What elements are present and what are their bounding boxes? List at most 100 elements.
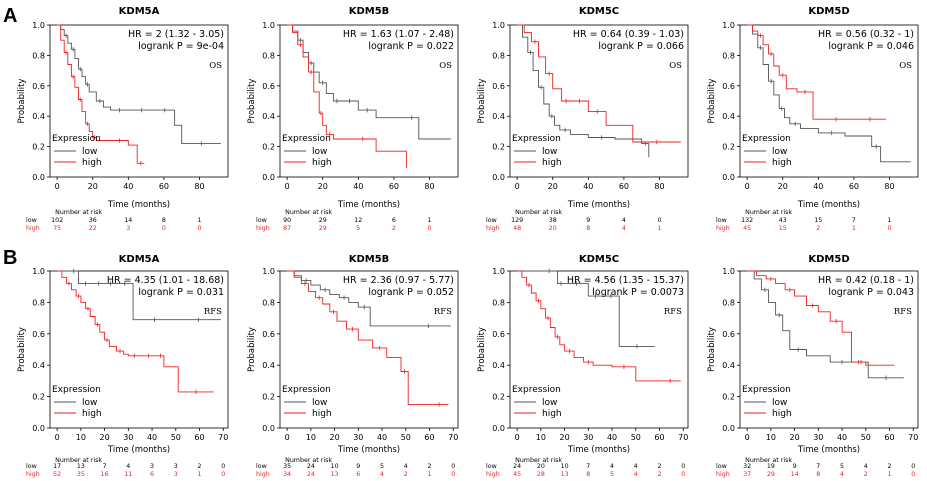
legend-label-low: low: [82, 147, 97, 157]
y-tick-label: 0.4: [32, 112, 45, 121]
risk-count-high: 0: [162, 225, 166, 232]
risk-count-low: 4: [864, 463, 868, 470]
y-tick-label: 0.6: [32, 330, 45, 339]
risk-count-low: 15: [814, 217, 822, 224]
x-tick-label: 20: [559, 433, 569, 442]
risk-count-low: 38: [549, 217, 557, 224]
risk-count-low: 4: [610, 463, 614, 470]
risk-count-low: 0: [658, 217, 662, 224]
x-tick-label: 0: [745, 433, 750, 442]
risk-count-low: 4: [622, 217, 626, 224]
y-axis-label: Probability: [477, 327, 487, 372]
y-tick-label: 0.8: [32, 298, 45, 307]
endpoint-label: OS: [439, 61, 452, 71]
km-curve-high: [517, 270, 681, 382]
risk-count-high: 0: [451, 471, 455, 478]
y-tick-label: 0.2: [722, 143, 735, 152]
risk-count-high: 1: [852, 225, 856, 232]
x-tick-label: 0: [285, 433, 290, 442]
x-tick-label: 50: [401, 433, 411, 442]
risk-count-low: 5: [840, 463, 844, 470]
x-tick-label: 0: [55, 433, 60, 442]
risk-count-high: 20: [549, 225, 557, 232]
x-tick-label: 20: [329, 433, 339, 442]
x-tick-label: 40: [353, 182, 363, 191]
y-tick-label: 1.0: [262, 21, 275, 30]
y-axis-label: Probability: [247, 79, 257, 124]
risk-count-low: 17: [53, 463, 61, 470]
risk-table-header: Number at risk: [745, 457, 792, 464]
logrank-p: logrank P = 0.0073: [592, 287, 684, 298]
risk-count-low: 4: [404, 463, 408, 470]
risk-count-low: 24: [513, 463, 521, 470]
risk-count-high: 4: [840, 471, 844, 478]
legend-label-high: high: [772, 409, 792, 419]
km-curve-low: [57, 24, 221, 145]
y-axis-label: Probability: [17, 79, 27, 124]
risk-count-high: 2: [658, 471, 662, 478]
plot-frame: [49, 270, 229, 429]
km-curve-high: [57, 270, 214, 393]
risk-row-label-high: high: [26, 471, 40, 478]
risk-count-high: 14: [791, 471, 799, 478]
x-tick-label: 40: [813, 182, 823, 191]
y-tick-label: 0.0: [492, 173, 505, 182]
legend-label-high: high: [542, 409, 562, 419]
y-tick-label: 0.8: [492, 51, 505, 60]
panel-letter-a: A: [3, 5, 17, 27]
chart-title: KDM5B: [349, 6, 390, 17]
risk-count-high: 75: [53, 225, 61, 232]
y-tick-label: 0.0: [32, 424, 45, 433]
risk-row-label-high: high: [486, 225, 500, 232]
risk-count-high: 1: [428, 471, 432, 478]
risk-count-low: 5: [380, 463, 384, 470]
risk-table-header: Number at risk: [515, 209, 562, 216]
risk-count-high: 16: [101, 471, 109, 478]
chart-title: KDM5D: [808, 6, 849, 17]
risk-count-high: 0: [681, 471, 685, 478]
risk-count-low: 6: [392, 217, 396, 224]
y-tick-label: 0.6: [262, 82, 275, 91]
risk-count-low: 43: [779, 217, 787, 224]
km-curve-high: [747, 24, 886, 120]
legend-label-low: low: [772, 398, 787, 408]
x-tick-label: 20: [789, 433, 799, 442]
hazard-ratio: HR = 4.35 (1.01 - 18.68): [107, 275, 224, 286]
y-tick-label: 0.2: [262, 143, 275, 152]
risk-count-high: 52: [53, 471, 61, 478]
logrank-p: logrank P = 0.022: [368, 41, 454, 52]
y-tick-label: 0.2: [32, 393, 45, 402]
x-tick-label: 0: [55, 182, 60, 191]
legend-label-low: low: [772, 147, 787, 157]
hazard-ratio: HR = 4.56 (1.35 - 15.37): [567, 275, 684, 286]
y-tick-label: 0.4: [492, 112, 505, 121]
risk-count-high: 13: [331, 471, 339, 478]
x-tick-label: 20: [88, 182, 98, 191]
y-tick-label: 0.4: [722, 112, 735, 121]
risk-count-low: 0: [221, 463, 225, 470]
risk-count-low: 13: [77, 463, 85, 470]
km-curve-high: [287, 270, 449, 405]
risk-count-low: 14: [124, 217, 132, 224]
endpoint-label: OS: [899, 61, 912, 71]
km-curve-low: [517, 270, 655, 347]
x-tick-label: 60: [849, 182, 859, 191]
x-tick-label: 0: [515, 182, 520, 191]
plot-frame: [49, 24, 229, 178]
risk-count-low: 10: [561, 463, 569, 470]
risk-row-label-low: low: [26, 463, 37, 470]
risk-count-high: 4: [622, 225, 626, 232]
logrank-p: logrank P = 9e-04: [138, 41, 224, 52]
y-tick-label: 0.2: [262, 393, 275, 402]
x-axis-label: Time (months): [567, 200, 630, 210]
chart-title: KDM5C: [579, 254, 619, 265]
x-tick-label: 0: [745, 182, 750, 191]
risk-count-low: 8: [162, 217, 166, 224]
risk-count-high: 22: [89, 225, 97, 232]
legend-label-high: high: [542, 158, 562, 168]
y-tick-label: 0.8: [32, 51, 45, 60]
risk-count-high: 6: [150, 471, 154, 478]
